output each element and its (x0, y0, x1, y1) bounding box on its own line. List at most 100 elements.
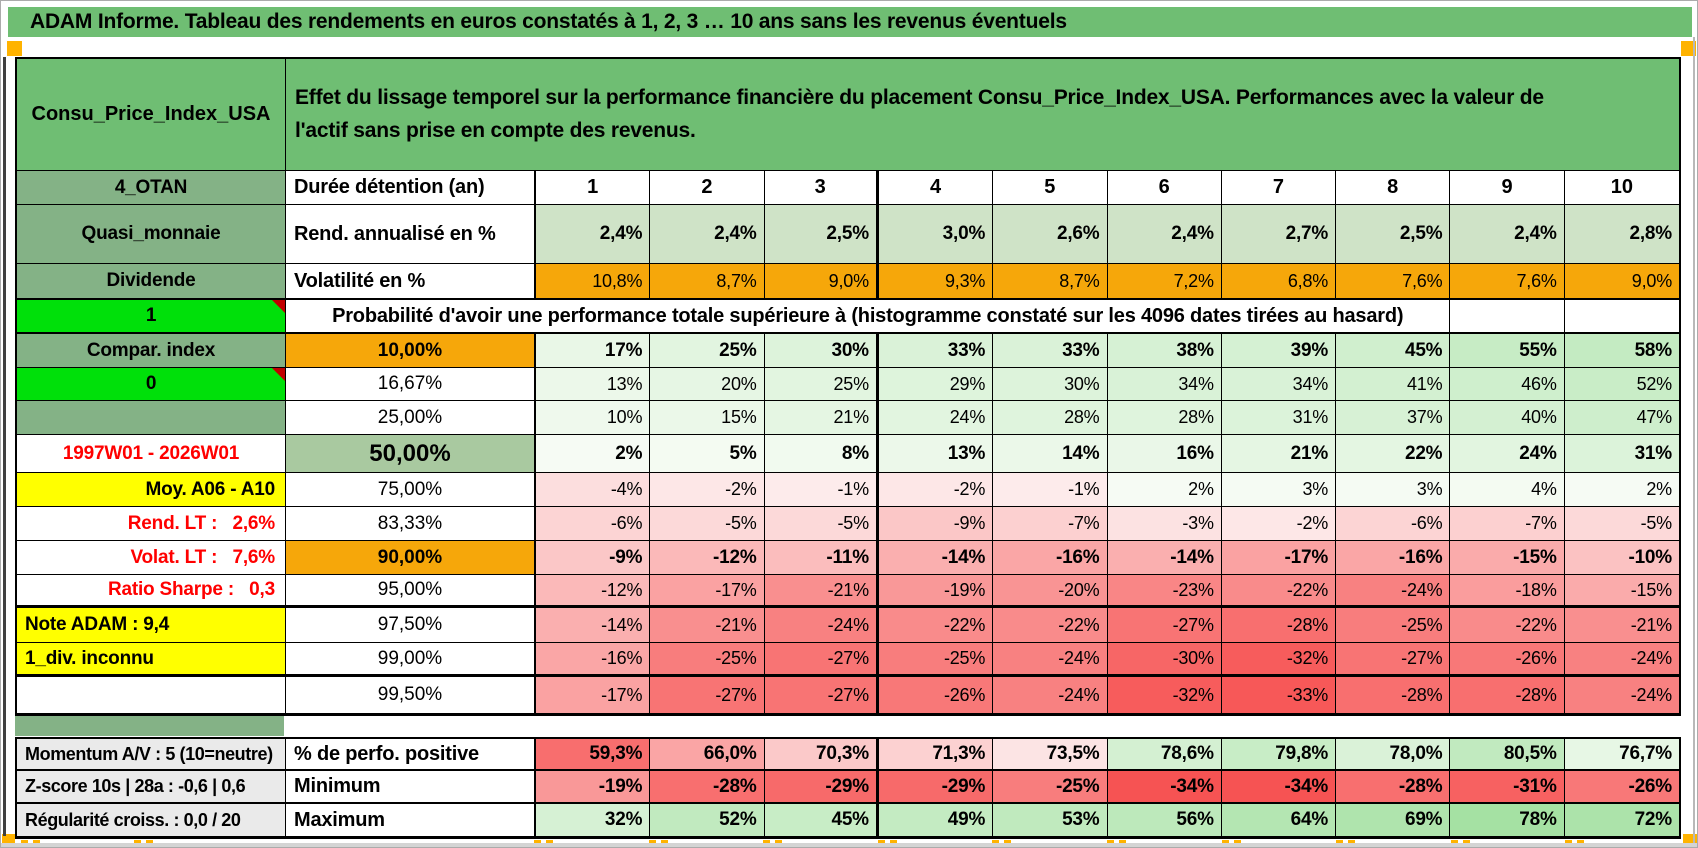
cell-p83-col4[interactable]: -9% (878, 507, 994, 541)
cell-p75-col5[interactable]: -1% (993, 473, 1108, 507)
cell-p75-col6[interactable]: 2% (1107, 473, 1222, 507)
cell-rend-annualise-col8[interactable]: 2,5% (1336, 205, 1451, 264)
cell-rend-annualise-col2[interactable]: 2,4% (650, 205, 765, 264)
cell-p95-col7[interactable]: -22% (1221, 575, 1337, 608)
col-header-7[interactable]: 7 (1221, 171, 1337, 205)
cell-p99-col4[interactable]: -25% (878, 643, 994, 677)
row-label-a-p975[interactable]: Note ADAM : 9,4 (17, 608, 286, 643)
row-label-b-p90[interactable]: 90,00% (286, 541, 536, 575)
cell-p995-col9[interactable]: -28% (1450, 677, 1565, 714)
cell-maximum-col10[interactable]: 72% (1564, 804, 1679, 837)
cell-p975-col5[interactable]: -22% (993, 608, 1108, 643)
cell-maximum-col2[interactable]: 52% (650, 804, 765, 837)
cell-p90-col6[interactable]: -14% (1107, 541, 1222, 575)
cell-minimum-col2[interactable]: -28% (650, 771, 765, 804)
row-label-b-p10[interactable]: 10,00% (286, 334, 536, 368)
cell-p83-col7[interactable]: -2% (1221, 507, 1337, 541)
cell-p95-col4[interactable]: -19% (878, 575, 994, 608)
cell-p16-col2[interactable]: 20% (650, 368, 765, 401)
cell-volatilite-col10[interactable]: 9,0% (1564, 264, 1679, 300)
cell-p90-col2[interactable]: -12% (650, 541, 765, 575)
cell-p16-col5[interactable]: 30% (993, 368, 1108, 401)
cell-p10-col9[interactable]: 55% (1450, 334, 1565, 368)
cell-p75-col1[interactable]: -4% (536, 473, 651, 507)
probability-empty-col10[interactable] (1564, 300, 1679, 334)
cell-p90-col3[interactable]: -11% (764, 541, 879, 575)
cell-p10-col1[interactable]: 17% (536, 334, 651, 368)
row-label-a-minimum[interactable]: Z-score 10s | 28a : -0,6 | 0,6 (17, 771, 286, 804)
row-label-b-volatilite[interactable]: Volatilité en % (286, 264, 536, 300)
row-label-b-p95[interactable]: 95,00% (286, 575, 536, 608)
cell-p50-col9[interactable]: 24% (1450, 435, 1565, 473)
col-header-8[interactable]: 8 (1336, 171, 1451, 205)
cell-p995-col4[interactable]: -26% (878, 677, 994, 714)
col-header-5[interactable]: 5 (993, 171, 1108, 205)
cell-minimum-col5[interactable]: -25% (993, 771, 1108, 804)
cell-p25-col10[interactable]: 47% (1564, 401, 1679, 435)
row-label-b-duree[interactable]: Durée détention (an) (286, 171, 536, 205)
cell-p16-col1[interactable]: 13% (536, 368, 651, 401)
row-label-b-p25[interactable]: 25,00% (286, 401, 536, 435)
cell-rend-annualise-col1[interactable]: 2,4% (536, 205, 651, 264)
col-header-1[interactable]: 1 (536, 171, 651, 205)
row-label-a-p25[interactable] (17, 401, 286, 435)
cell-p50-col10[interactable]: 31% (1564, 435, 1679, 473)
col-header-2[interactable]: 2 (650, 171, 765, 205)
cell-p99-col3[interactable]: -27% (764, 643, 879, 677)
cell-p99-col8[interactable]: -27% (1336, 643, 1451, 677)
cell-p90-col8[interactable]: -16% (1336, 541, 1451, 575)
row-label-a-p83[interactable]: Rend. LT : 2,6% (17, 507, 286, 541)
cell-p95-col8[interactable]: -24% (1336, 575, 1451, 608)
col-header-4[interactable]: 4 (878, 171, 994, 205)
cell-p99-col6[interactable]: -30% (1107, 643, 1222, 677)
cell-maximum-col3[interactable]: 45% (764, 804, 879, 837)
cell-minimum-col3[interactable]: -29% (764, 771, 879, 804)
cell-p90-col7[interactable]: -17% (1221, 541, 1337, 575)
row-label-b-rend-annualise[interactable]: Rend. annualisé en % (286, 205, 536, 264)
cell-minimum-col1[interactable]: -19% (536, 771, 651, 804)
cell-p25-col2[interactable]: 15% (650, 401, 765, 435)
cell-p16-col6[interactable]: 34% (1107, 368, 1222, 401)
cell-perfo-positive-col4[interactable]: 71,3% (878, 739, 994, 771)
row-label-a-volatilite[interactable]: Dividende (17, 264, 286, 300)
cell-minimum-col6[interactable]: -34% (1107, 771, 1222, 804)
cell-p10-col8[interactable]: 45% (1336, 334, 1451, 368)
cell-p16-col8[interactable]: 41% (1336, 368, 1451, 401)
cell-rend-annualise-col10[interactable]: 2,8% (1564, 205, 1679, 264)
cell-p99-col1[interactable]: -16% (536, 643, 651, 677)
cell-perfo-positive-col3[interactable]: 70,3% (764, 739, 879, 771)
row-label-b-p16[interactable]: 16,67% (286, 368, 536, 401)
cell-p10-col2[interactable]: 25% (650, 334, 765, 368)
row-label-b-p995[interactable]: 99,50% (286, 677, 536, 714)
cell-perfo-positive-col7[interactable]: 79,8% (1221, 739, 1337, 771)
cell-perfo-positive-col1[interactable]: 59,3% (536, 739, 651, 771)
cell-minimum-col9[interactable]: -31% (1450, 771, 1565, 804)
cell-maximum-col6[interactable]: 56% (1107, 804, 1222, 837)
cell-p25-col8[interactable]: 37% (1336, 401, 1451, 435)
row-label-a-maximum[interactable]: Régularité croiss. : 0,0 / 20 (17, 804, 286, 837)
cell-perfo-positive-col10[interactable]: 76,7% (1564, 739, 1679, 771)
row-label-a-duree[interactable]: 4_OTAN (17, 171, 286, 205)
cell-p975-col8[interactable]: -25% (1336, 608, 1451, 643)
row-label-a-p90[interactable]: Volat. LT : 7,6% (17, 541, 286, 575)
row-label-a-probability[interactable]: 1 (17, 300, 286, 334)
cell-maximum-col1[interactable]: 32% (536, 804, 651, 837)
cell-rend-annualise-col6[interactable]: 2,4% (1107, 205, 1222, 264)
cell-p90-col10[interactable]: -10% (1564, 541, 1679, 575)
cell-minimum-col10[interactable]: -26% (1564, 771, 1679, 804)
row-label-b-p83[interactable]: 83,33% (286, 507, 536, 541)
cell-volatilite-col6[interactable]: 7,2% (1107, 264, 1222, 300)
row-label-b-perfo-positive[interactable]: % de perfo. positive (286, 739, 536, 771)
cell-rend-annualise-col9[interactable]: 2,4% (1450, 205, 1565, 264)
cell-p75-col7[interactable]: 3% (1221, 473, 1337, 507)
cell-minimum-col8[interactable]: -28% (1336, 771, 1451, 804)
cell-p95-col5[interactable]: -20% (993, 575, 1108, 608)
cell-rend-annualise-col7[interactable]: 2,7% (1221, 205, 1337, 264)
row-label-b-p975[interactable]: 97,50% (286, 608, 536, 643)
cell-volatilite-col8[interactable]: 7,6% (1336, 264, 1451, 300)
row-label-b-p99[interactable]: 99,00% (286, 643, 536, 677)
cell-p995-col1[interactable]: -17% (536, 677, 651, 714)
cell-p975-col7[interactable]: -28% (1221, 608, 1337, 643)
description-cell[interactable]: Effet du lissage temporel sur la perform… (286, 59, 1679, 171)
row-label-b-minimum[interactable]: Minimum (286, 771, 536, 804)
